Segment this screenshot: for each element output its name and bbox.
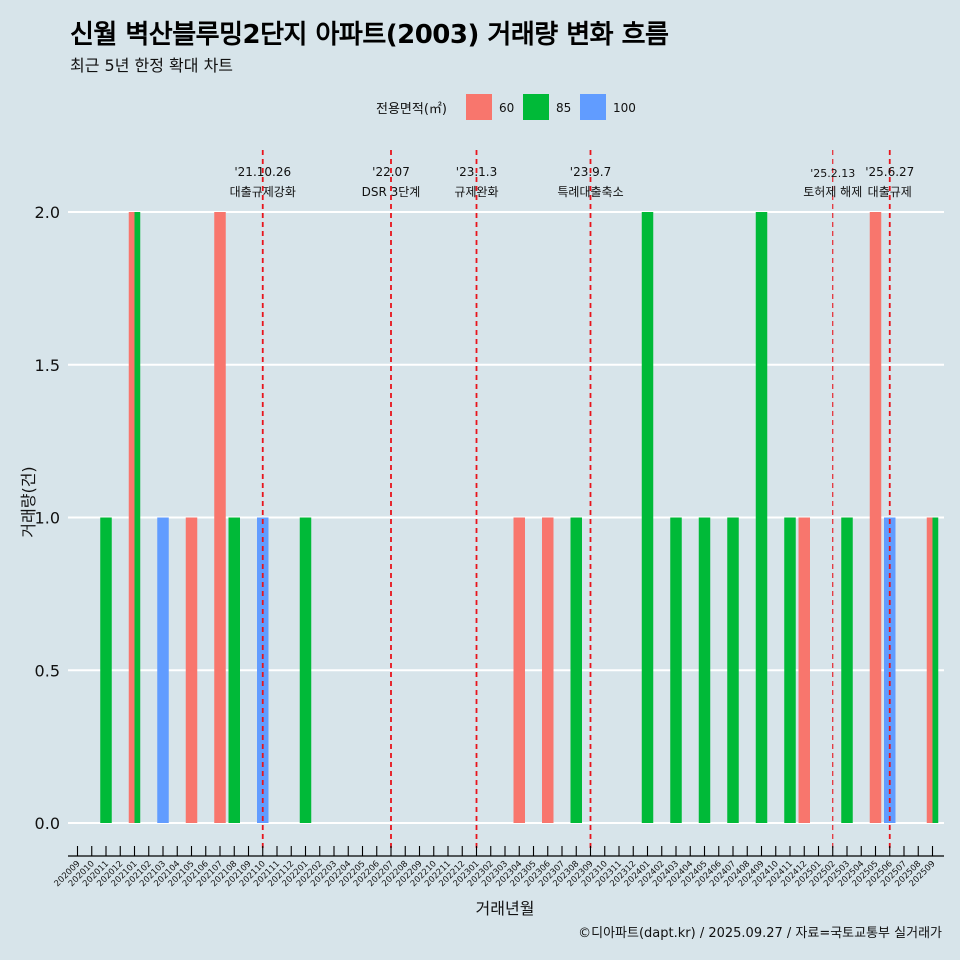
bar-60-202105 — [185, 517, 198, 823]
y-tick-label: 0.0 — [35, 814, 60, 833]
y-tick-label: 2.0 — [35, 203, 60, 222]
bar-60-202101 — [128, 212, 135, 823]
bar-85-202401 — [641, 212, 654, 823]
bar-60-202306 — [542, 517, 554, 823]
legend-label-85: 85 — [556, 101, 571, 115]
source-caption: ©디아파트(dapt.kr) / 2025.09.27 / 자료=국토교통부 실… — [578, 926, 942, 941]
bar-85-202403 — [670, 517, 682, 823]
legend-label-60: 60 — [499, 101, 514, 115]
bar-85-202405 — [698, 517, 711, 823]
bar-85-202407 — [727, 517, 739, 823]
event-date-202110: '21.10.26 — [234, 165, 291, 179]
chart-subtitle: 최근 5년 한정 확대 차트 — [70, 56, 234, 75]
event-label-202301: 규제완화 — [454, 185, 498, 199]
bar-60-202304 — [513, 517, 525, 823]
gridlines — [68, 211, 944, 824]
event-label-202110: 대출규제강화 — [230, 185, 296, 199]
bar-85-202101 — [134, 212, 141, 823]
bar-85-202108 — [228, 517, 240, 823]
bar-60-202107 — [214, 212, 226, 823]
y-tick-label: 1.0 — [35, 509, 60, 528]
event-label-202207: DSR 3단계 — [362, 185, 421, 199]
x-axis-label: 거래년월 — [476, 899, 535, 918]
event-label-202502: 토허제 해제 — [803, 185, 862, 199]
legend-label-100: 100 — [613, 101, 636, 115]
bar-85-202011 — [100, 517, 112, 823]
y-tick-label: 1.5 — [35, 356, 60, 375]
event-label-202309: 특례대출축소 — [557, 185, 623, 199]
bar-100-202506 — [884, 517, 896, 823]
legend-swatch-100 — [580, 94, 606, 120]
bar-85-202308 — [570, 517, 582, 823]
legend-title: 전용면적(㎡) — [376, 102, 447, 117]
y-tick-label: 0.5 — [35, 661, 60, 680]
bar-85-202503 — [841, 517, 853, 823]
event-date-202301: '23.1.3 — [456, 165, 497, 179]
event-label-202506: 대출규제 — [868, 185, 912, 199]
event-date-202502: '25.2.13 — [810, 167, 855, 180]
event-date-202207: '22.07 — [372, 165, 410, 179]
bar-100-202110 — [257, 517, 269, 823]
legend: 전용면적(㎡) 60 85 100 — [376, 94, 636, 120]
y-axis-label: 거래량(건) — [19, 466, 38, 537]
event-annotations: '21.10.26 대출규제강화 '22.07 DSR 3단계 '23.1.3 규제완화 '… — [230, 150, 914, 852]
bar-100-202103 — [157, 517, 169, 823]
bars — [100, 212, 939, 823]
bar-60-202509 — [926, 517, 933, 823]
bar-85-202201 — [299, 517, 312, 823]
chart-title: 신월 벽산블루밍2단지 아파트(2003) 거래량 변화 흐름 — [70, 20, 669, 50]
event-date-202309: '23.9.7 — [570, 165, 611, 179]
legend-swatch-60 — [466, 94, 492, 120]
event-date-202506: '25.6.27 — [865, 165, 914, 179]
bar-60-202412 — [798, 517, 810, 823]
bar-85-202509 — [932, 517, 939, 823]
bar-60-202505 — [869, 212, 882, 823]
bar-85-202411 — [784, 517, 796, 823]
legend-swatch-85 — [523, 94, 549, 120]
bar-85-202409 — [755, 212, 768, 823]
